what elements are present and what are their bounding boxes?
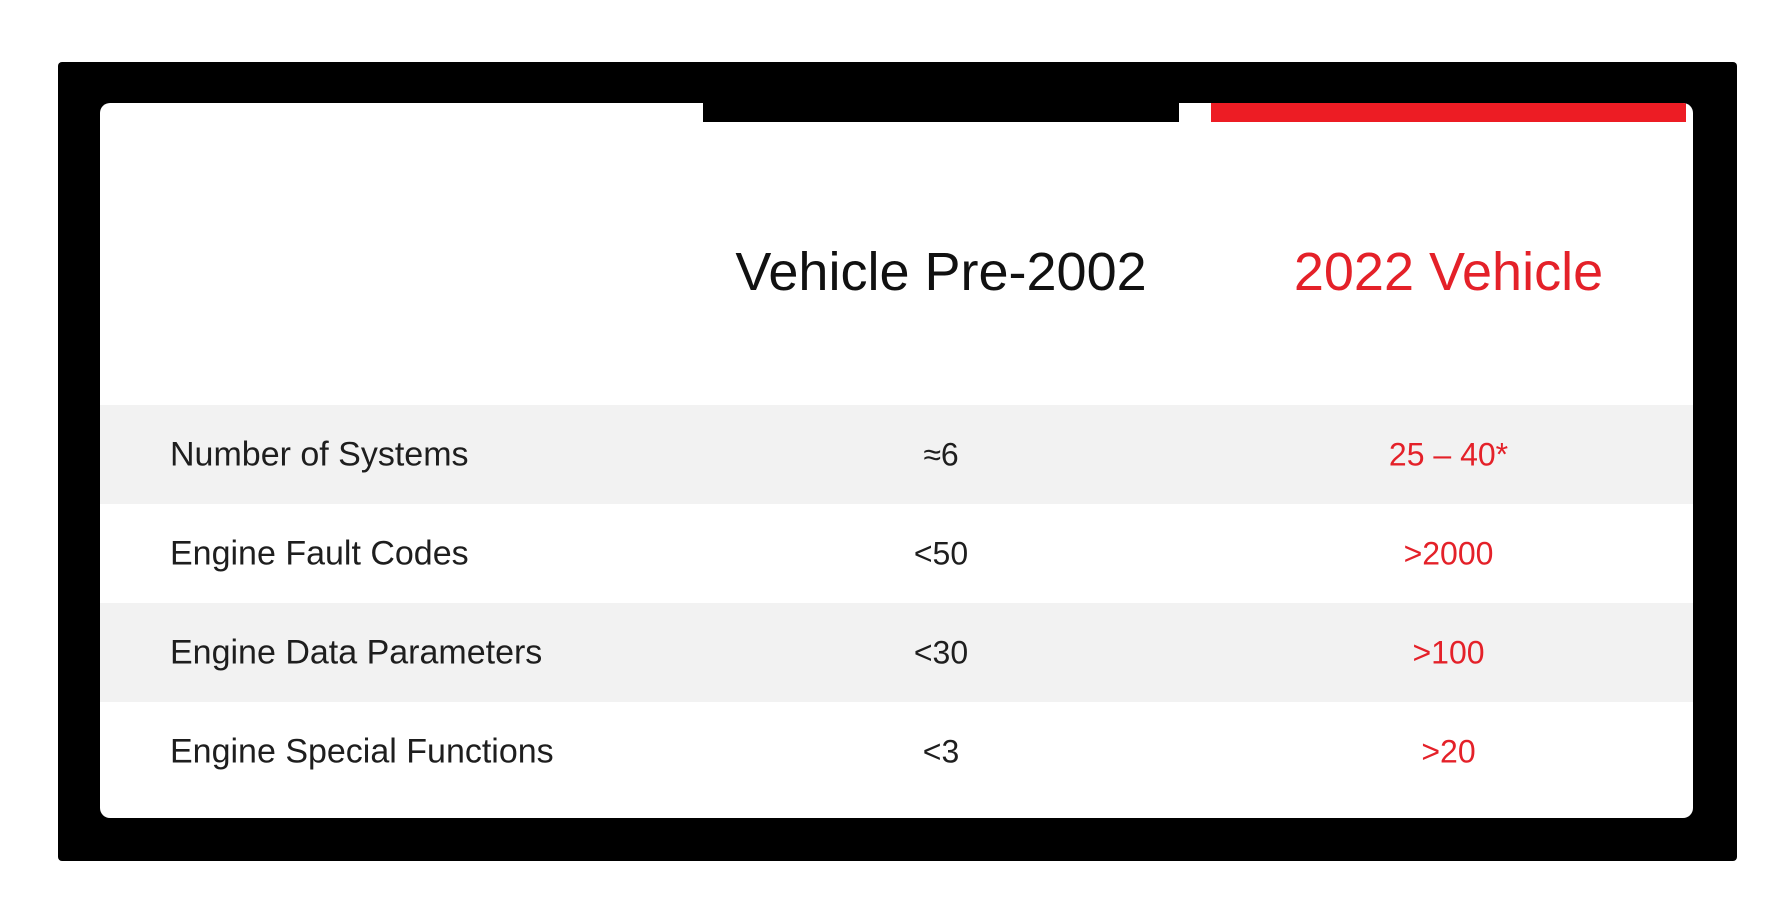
table-row: Number of Systems ≈6 25 – 40* [100,405,1693,504]
pre2002-value: <50 [913,535,969,571]
table-row: Engine Fault Codes <50 >2000 [100,504,1693,603]
column-header-2022: 2022 Vehicle [1293,242,1604,302]
row-label: Engine Fault Codes [170,534,469,572]
2022-value: 25 – 40* [1388,436,1509,472]
pre2002-value: ≈6 [923,436,959,472]
2022-value: >100 [1412,634,1485,670]
comparison-card: Vehicle Pre-2002 2022 Vehicle Number of … [100,103,1693,818]
row-label: Number of Systems [170,435,469,473]
table-row: Engine Data Parameters <30 >100 [100,603,1693,702]
table-row: Engine Special Functions <3 >20 [100,702,1693,801]
row-label: Engine Special Functions [170,732,554,770]
2022-value: >2000 [1403,535,1494,571]
pre2002-column-accent-bar [703,103,1179,122]
row-label: Engine Data Parameters [170,633,543,671]
pre2002-value: <3 [922,733,960,769]
pre2002-value: <30 [913,634,969,670]
comparison-table: Number of Systems ≈6 25 – 40* Engine Fau… [100,405,1693,801]
2022-column-accent-bar [1211,103,1686,122]
column-header-pre2002: Vehicle Pre-2002 [735,242,1147,302]
2022-value: >20 [1421,733,1476,769]
